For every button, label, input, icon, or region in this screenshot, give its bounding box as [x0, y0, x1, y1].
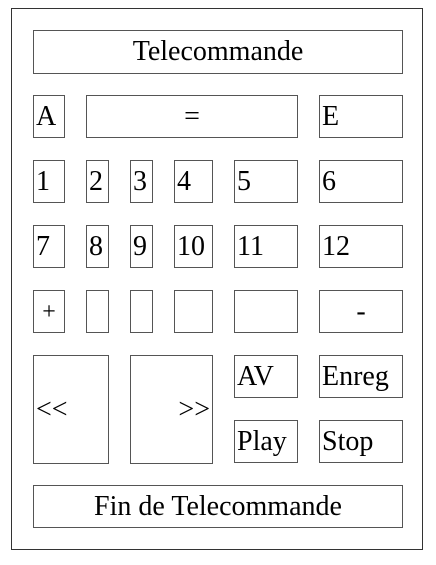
e-button[interactable]: E — [319, 95, 403, 138]
remote-control-frame — [11, 8, 423, 550]
rewind-button[interactable]: << — [33, 355, 109, 464]
plus-button[interactable]: + — [33, 290, 65, 333]
av-button[interactable]: AV — [234, 355, 298, 398]
digit-2-button[interactable]: 2 — [86, 160, 109, 203]
forward-button[interactable]: >> — [130, 355, 213, 464]
digit-11-button[interactable]: 11 — [234, 225, 298, 268]
stop-button[interactable]: Stop — [319, 420, 403, 463]
digit-1-button[interactable]: 1 — [33, 160, 65, 203]
a-button[interactable]: A — [33, 95, 65, 138]
digit-9-button[interactable]: 9 — [130, 225, 153, 268]
digit-8-button[interactable]: 8 — [86, 225, 109, 268]
digit-5-button[interactable]: 5 — [234, 160, 298, 203]
title-bar: Telecommande — [33, 30, 403, 74]
blank-button-4[interactable] — [234, 290, 298, 333]
digit-3-button[interactable]: 3 — [130, 160, 153, 203]
digit-10-button[interactable]: 10 — [174, 225, 213, 268]
digit-12-button[interactable]: 12 — [319, 225, 403, 268]
digit-6-button[interactable]: 6 — [319, 160, 403, 203]
blank-button-1[interactable] — [86, 290, 109, 333]
footer-bar: Fin de Telecommande — [33, 485, 403, 528]
blank-button-2[interactable] — [130, 290, 153, 333]
digit-7-button[interactable]: 7 — [33, 225, 65, 268]
minus-button[interactable]: - — [319, 290, 403, 333]
equals-button[interactable]: = — [86, 95, 298, 138]
digit-4-button[interactable]: 4 — [174, 160, 213, 203]
record-button[interactable]: Enreg — [319, 355, 403, 398]
play-button[interactable]: Play — [234, 420, 298, 463]
blank-button-3[interactable] — [174, 290, 213, 333]
